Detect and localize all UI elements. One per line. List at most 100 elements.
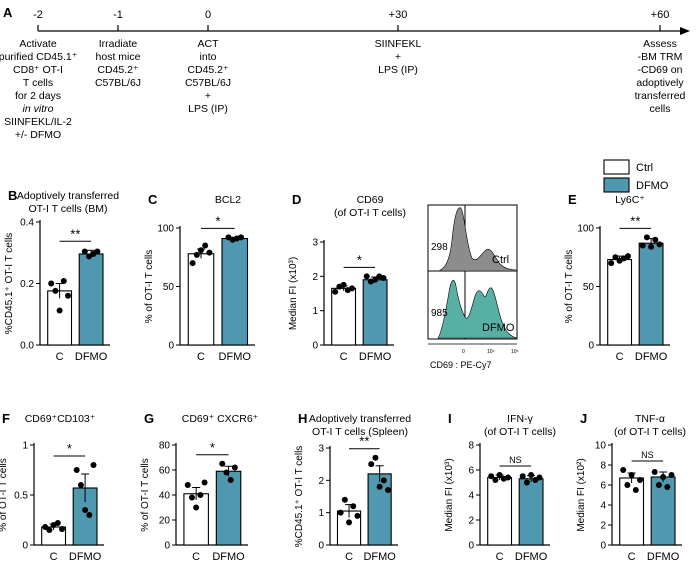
data-point — [77, 482, 84, 488]
panel-label: B — [8, 188, 17, 203]
x-tick-label: DFMO — [359, 351, 392, 363]
data-point — [350, 503, 357, 510]
data-point — [59, 526, 65, 532]
ctrl-histogram-curve — [439, 207, 518, 272]
ctrl-bar — [183, 493, 209, 546]
timeline-day-label: +30 — [389, 9, 408, 21]
data-point — [337, 509, 344, 516]
data-point — [219, 460, 226, 467]
y-tick-label: 50 — [163, 282, 175, 293]
timeline-event-line: CD8⁺ OT-I — [13, 64, 63, 76]
y-tick-label: 0.0 — [20, 341, 34, 352]
legend: Ctrl DFMO — [603, 159, 669, 193]
chart-title: Ly6C⁺ — [615, 194, 645, 206]
x-tick-label: DFMO — [635, 351, 668, 363]
timeline-event-line: transferred — [635, 90, 686, 102]
timeline-event-line: in vitro — [23, 103, 54, 115]
y-axis-label: % of OT-I T cells — [564, 250, 575, 324]
data-point — [65, 292, 71, 299]
data-point — [385, 487, 392, 494]
panel-label: H — [298, 411, 307, 426]
data-point — [332, 288, 339, 295]
x-tick-label: DFMO — [647, 551, 680, 563]
data-point — [637, 477, 643, 483]
data-point — [639, 242, 646, 249]
dfmo-bar — [650, 476, 676, 546]
significance-label: NS — [641, 450, 654, 460]
x-tick-label: C — [56, 351, 64, 363]
data-point — [496, 472, 503, 478]
panel-j: J TNF-α(of OT-I T cells) 0 2 4 6 8 10 Median FI … — [576, 411, 686, 563]
dfmo-mfi-value: 985 — [431, 308, 448, 319]
data-point — [189, 260, 196, 267]
significance-label: ** — [630, 213, 640, 228]
ctrl-bar — [619, 477, 645, 546]
y-tick-label: 20 — [159, 516, 171, 527]
data-point — [46, 527, 53, 533]
y-tick-label: 2 — [312, 272, 318, 283]
y-tick-label: 4 — [600, 501, 606, 512]
x-tick-label: DFMO — [515, 551, 548, 563]
timeline-event-line: Activate — [19, 38, 57, 50]
significance-label: ** — [70, 226, 80, 241]
panel-label: F — [2, 411, 10, 426]
panel-d: D CD69(of OT-I T cells) 0 1 2 3 Median FI (x10… — [288, 192, 406, 363]
y-tick-label: 1 — [318, 508, 324, 519]
y-tick-label: 2 — [468, 516, 474, 527]
data-point — [651, 469, 658, 475]
timeline-arrowhead — [680, 27, 690, 35]
timeline-event-line: adoptively — [636, 77, 684, 89]
y-tick-label: 100 — [577, 224, 594, 235]
y-tick-label: 80 — [159, 441, 171, 452]
histogram-dfmo-label: DFMO — [482, 322, 515, 334]
data-point — [625, 253, 631, 260]
legend-ctrl-swatch — [603, 159, 630, 175]
data-point — [346, 519, 353, 526]
timeline-event-line: SIINFEKL/IL-2 — [4, 116, 72, 128]
chart-title: IFN-γ — [507, 413, 533, 425]
data-point — [608, 260, 615, 267]
data-point — [624, 482, 631, 488]
timeline-event-line: Irradiate — [99, 38, 138, 50]
dfmo-histogram-curve — [437, 280, 518, 339]
y-axis-label: % of OT-I T cells — [0, 458, 9, 532]
data-point — [488, 473, 495, 480]
y-axis-label: Median FI (x10²) — [576, 458, 587, 531]
data-point — [632, 487, 639, 493]
y-tick-label: 0.4 — [20, 218, 34, 229]
y-tick-label: 3 — [312, 238, 318, 249]
data-point — [372, 276, 379, 283]
dfmo-bar — [638, 242, 664, 346]
chart-title: CD69 — [357, 194, 384, 206]
x-tick-label: C — [496, 551, 504, 563]
significance-label: * — [210, 440, 215, 455]
x-tick-label: C — [197, 351, 205, 363]
panel-label: D — [292, 192, 301, 207]
data-point — [648, 243, 655, 250]
data-point — [528, 472, 535, 478]
data-point — [380, 477, 387, 484]
dfmo-bar — [215, 470, 242, 546]
data-point — [56, 307, 63, 314]
y-tick-label: 1 — [312, 306, 318, 317]
y-tick-label: 2 — [318, 476, 324, 487]
flow-histogram: 298 985 Ctrl DFMO 0 10⁴ 10⁵ CD69 : PE-Cy… — [427, 204, 519, 370]
y-tick-label: 6 — [600, 481, 606, 492]
timeline-day-label: +60 — [651, 9, 670, 21]
panel-f: F CD69⁺CD103⁺ 0 0.5 1 % of OT-I T cells C DFMO * — [0, 411, 104, 563]
panel-label: I — [448, 411, 452, 426]
data-point — [628, 472, 635, 478]
legend-ctrl-label: Ctrl — [636, 162, 653, 174]
timeline-event-line: ACT — [198, 38, 220, 50]
data-point — [620, 467, 627, 473]
data-point — [492, 477, 499, 483]
timeline-event-line: C57BL/6J — [185, 77, 231, 89]
timeline-event-line: cells — [649, 103, 670, 115]
y-tick-label: 0 — [22, 541, 28, 552]
data-point — [368, 461, 375, 468]
x-tick-label: DFMO — [69, 551, 102, 563]
y-tick-label: 8 — [600, 461, 606, 472]
data-point — [231, 464, 238, 471]
